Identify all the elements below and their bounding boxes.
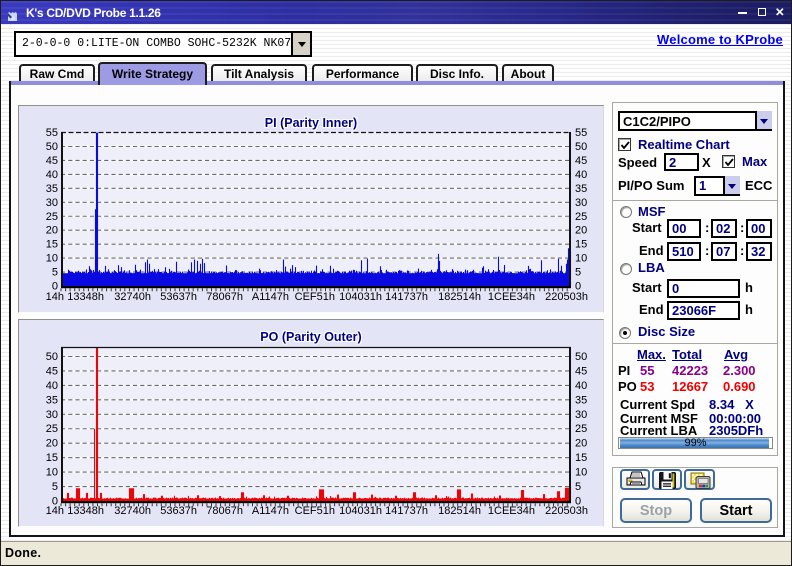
svg-text:20: 20	[575, 438, 587, 450]
svg-text:45: 45	[575, 155, 587, 167]
svg-text:20: 20	[575, 225, 587, 237]
svg-text:78067h: 78067h	[206, 291, 243, 303]
svg-text:45: 45	[46, 366, 58, 378]
svg-text:35: 35	[46, 183, 58, 195]
svg-text:50: 50	[575, 141, 587, 153]
svg-text:10: 10	[46, 467, 58, 479]
svg-text:141737h: 141737h	[385, 505, 428, 517]
svg-text:141737h: 141737h	[385, 291, 428, 303]
svg-text:104031h: 104031h	[339, 291, 382, 303]
svg-text:13348h: 13348h	[67, 505, 104, 517]
svg-text:104031h: 104031h	[339, 505, 382, 517]
svg-text:5: 5	[575, 481, 581, 493]
svg-text:25: 25	[575, 423, 587, 435]
svg-text:55: 55	[46, 127, 58, 139]
svg-text:53637h: 53637h	[160, 505, 197, 517]
svg-text:0: 0	[52, 281, 58, 293]
svg-text:30: 30	[575, 197, 587, 209]
svg-text:32740h: 32740h	[114, 291, 151, 303]
svg-text:50: 50	[46, 351, 58, 363]
svg-text:CEF51h: CEF51h	[295, 505, 335, 517]
svg-text:20: 20	[46, 438, 58, 450]
svg-text:30: 30	[46, 409, 58, 421]
svg-text:0: 0	[575, 496, 581, 508]
svg-text:0: 0	[52, 496, 58, 508]
svg-text:45: 45	[575, 366, 587, 378]
svg-text:220503h: 220503h	[545, 505, 588, 517]
svg-text:40: 40	[46, 169, 58, 181]
svg-text:40: 40	[575, 169, 587, 181]
svg-text:13348h: 13348h	[67, 291, 104, 303]
svg-text:32740h: 32740h	[114, 505, 151, 517]
svg-text:15: 15	[46, 239, 58, 251]
svg-text:15: 15	[575, 239, 587, 251]
svg-text:53637h: 53637h	[160, 291, 197, 303]
svg-text:40: 40	[575, 380, 587, 392]
svg-text:14h: 14h	[46, 291, 64, 303]
svg-text:78067h: 78067h	[206, 505, 243, 517]
svg-text:40: 40	[46, 380, 58, 392]
svg-text:20: 20	[46, 225, 58, 237]
svg-text:45: 45	[46, 155, 58, 167]
svg-text:35: 35	[575, 183, 587, 195]
svg-text:30: 30	[46, 197, 58, 209]
svg-text:5: 5	[52, 481, 58, 493]
svg-text:A1147h: A1147h	[252, 505, 289, 517]
svg-text:10: 10	[46, 253, 58, 265]
svg-text:15: 15	[46, 452, 58, 464]
svg-text:A1147h: A1147h	[252, 291, 289, 303]
svg-text:CEF51h: CEF51h	[295, 291, 335, 303]
svg-text:5: 5	[575, 267, 581, 279]
svg-text:1CEE34h: 1CEE34h	[488, 291, 535, 303]
svg-text:50: 50	[575, 351, 587, 363]
svg-text:182514h: 182514h	[438, 291, 481, 303]
svg-text:182514h: 182514h	[438, 505, 481, 517]
svg-text:55: 55	[575, 127, 587, 139]
svg-text:10: 10	[575, 467, 587, 479]
svg-text:35: 35	[46, 394, 58, 406]
svg-text:50: 50	[46, 141, 58, 153]
svg-text:14h: 14h	[46, 505, 64, 517]
svg-text:25: 25	[46, 211, 58, 223]
svg-text:0: 0	[575, 281, 581, 293]
svg-text:15: 15	[575, 452, 587, 464]
svg-text:35: 35	[575, 394, 587, 406]
svg-text:1CEE34h: 1CEE34h	[488, 505, 535, 517]
svg-text:220503h: 220503h	[545, 291, 588, 303]
svg-text:30: 30	[575, 409, 587, 421]
svg-text:25: 25	[46, 423, 58, 435]
svg-text:5: 5	[52, 267, 58, 279]
svg-text:10: 10	[575, 253, 587, 265]
svg-text:25: 25	[575, 211, 587, 223]
